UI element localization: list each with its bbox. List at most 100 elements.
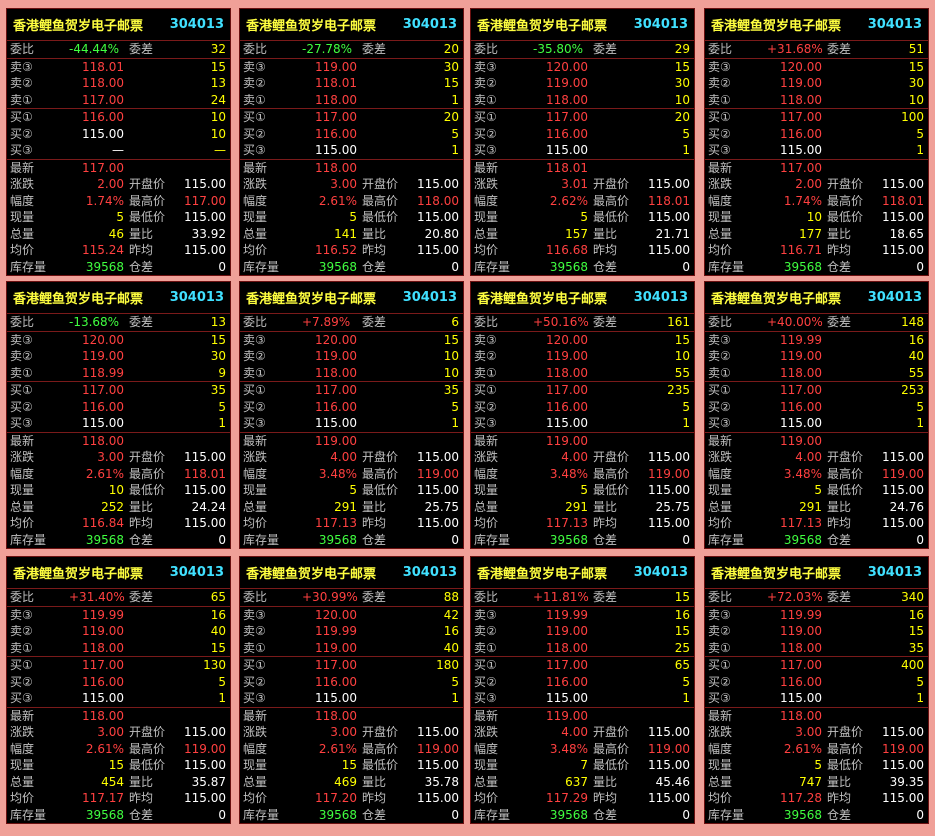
ask-row-3[interactable]: 卖③ 120.00 15 — [705, 59, 928, 76]
bid-row-3[interactable]: 买③ 115.00 1 — [240, 690, 463, 708]
quote-panel-3[interactable]: 香港鲤鱼贺岁电子邮票 304013 委比 -35.80% 委差 29 卖③ 12… — [470, 8, 695, 276]
ask-row-1[interactable]: 卖① 118.00 55 — [705, 365, 928, 382]
ask-3-volume: 42 — [443, 607, 459, 622]
bid-row-2[interactable]: 买② 116.00 5 — [705, 126, 928, 143]
ask-row-3[interactable]: 卖③ 119.99 16 — [705, 607, 928, 624]
ask-row-1[interactable]: 卖① 118.00 55 — [471, 365, 694, 382]
bid-row-3[interactable]: 买③ 115.00 1 — [705, 690, 928, 708]
ask-row-2[interactable]: 卖② 119.00 30 — [705, 75, 928, 92]
bid-row-3[interactable]: 买③ 115.00 1 — [240, 142, 463, 160]
ask-row-3[interactable]: 卖③ 119.99 16 — [705, 332, 928, 349]
ask-row-2[interactable]: 卖② 119.00 40 — [7, 623, 230, 640]
open-label: 开盘价 — [129, 450, 166, 464]
quote-panel-7[interactable]: 香港鲤鱼贺岁电子邮票 304013 委比 +50.16% 委差 161 卖③ 1… — [470, 281, 695, 549]
total-volume-row: 总量 469 量比 35.78 — [240, 774, 463, 791]
bid-row-3[interactable]: 买③ 115.00 1 — [471, 690, 694, 708]
ask-row-1[interactable]: 卖① 118.00 10 — [240, 365, 463, 382]
bid-row-2[interactable]: 买② 116.00 5 — [705, 399, 928, 416]
quote-panel-5[interactable]: 香港鲤鱼贺岁电子邮票 304013 委比 -13.68% 委差 13 卖③ 12… — [6, 281, 231, 549]
ask-row-3[interactable]: 卖③ 119.99 16 — [7, 607, 230, 624]
bid-row-2[interactable]: 买② 116.00 5 — [471, 126, 694, 143]
ask-row-2[interactable]: 卖② 119.00 10 — [471, 348, 694, 365]
bid-row-2[interactable]: 买② 116.00 5 — [240, 674, 463, 691]
ask-row-2[interactable]: 卖② 119.00 15 — [705, 623, 928, 640]
bid-row-1[interactable]: 买① 117.00 100 — [705, 109, 928, 126]
volume-ratio-value: 21.71 — [655, 226, 690, 241]
ask-row-2[interactable]: 卖② 119.00 30 — [7, 348, 230, 365]
bid-row-2[interactable]: 买② 116.00 5 — [7, 399, 230, 416]
current-volume-row: 现量 15 最低价 115.00 — [7, 757, 230, 774]
bid-row-2[interactable]: 买② 116.00 5 — [240, 126, 463, 143]
quote-panel-4[interactable]: 香港鲤鱼贺岁电子邮票 304013 委比 +31.68% 委差 51 卖③ 12… — [704, 8, 929, 276]
bid-row-1[interactable]: 买① 117.00 130 — [7, 657, 230, 674]
bid-row-3[interactable]: 买③ 115.00 1 — [7, 690, 230, 708]
ask-row-3[interactable]: 卖③ 119.99 16 — [471, 607, 694, 624]
quote-panel-1[interactable]: 香港鲤鱼贺岁电子邮票 304013 委比 -44.44% 委差 32 卖③ 11… — [6, 8, 231, 276]
bid-row-3[interactable]: 买③ 115.00 1 — [7, 415, 230, 433]
bid-row-3[interactable]: 买③ 115.00 1 — [705, 415, 928, 433]
ask-row-1[interactable]: 卖① 117.00 24 — [7, 92, 230, 109]
open-label: 开盘价 — [827, 450, 864, 464]
ask-row-1[interactable]: 卖① 118.99 9 — [7, 365, 230, 382]
bid-row-3[interactable]: 买③ 115.00 1 — [240, 415, 463, 433]
ask-row-3[interactable]: 卖③ 120.00 15 — [7, 332, 230, 349]
ask-row-2[interactable]: 卖② 118.01 15 — [240, 75, 463, 92]
bid-row-1[interactable]: 买① 117.00 253 — [705, 382, 928, 399]
ask-row-3[interactable]: 卖③ 120.00 42 — [240, 607, 463, 624]
high-value: 119.00 — [882, 466, 924, 481]
ask-row-2[interactable]: 卖② 119.00 30 — [471, 75, 694, 92]
ask-row-3[interactable]: 卖③ 120.00 15 — [471, 332, 694, 349]
quote-panel-11[interactable]: 香港鲤鱼贺岁电子邮票 304013 委比 +11.81% 委差 15 卖③ 11… — [470, 556, 695, 824]
ask-row-2[interactable]: 卖② 119.99 16 — [240, 623, 463, 640]
bid-row-2[interactable]: 买② 115.00 10 — [7, 126, 230, 143]
bid-3-volume: 1 — [451, 416, 459, 430]
bid-row-2[interactable]: 买② 116.00 5 — [705, 674, 928, 691]
bid-row-1[interactable]: 买① 117.00 35 — [240, 382, 463, 399]
bid-row-3[interactable]: 买③ 115.00 1 — [705, 142, 928, 160]
position-diff-value: 0 — [218, 532, 226, 547]
bid-row-2[interactable]: 买② 116.00 5 — [7, 674, 230, 691]
ask-2-price: 119.00 — [780, 76, 822, 90]
ask-row-1[interactable]: 卖① 118.00 10 — [705, 92, 928, 109]
bid-row-1[interactable]: 买① 116.00 10 — [7, 109, 230, 126]
ask-row-2[interactable]: 卖② 118.00 13 — [7, 75, 230, 92]
ask-row-2[interactable]: 卖② 119.00 15 — [471, 623, 694, 640]
ask-row-1[interactable]: 卖① 118.00 35 — [705, 640, 928, 657]
bid-row-1[interactable]: 买① 117.00 20 — [471, 109, 694, 126]
bid-row-3[interactable]: 买③ 115.00 1 — [471, 142, 694, 160]
bid-row-1[interactable]: 买① 117.00 180 — [240, 657, 463, 674]
stock-row: 库存量 39568 仓差 0 — [705, 532, 928, 549]
quote-panel-12[interactable]: 香港鲤鱼贺岁电子邮票 304013 委比 +72.03% 委差 340 卖③ 1… — [704, 556, 929, 824]
ask-row-1[interactable]: 卖① 118.00 25 — [471, 640, 694, 657]
ask-row-2[interactable]: 卖② 119.00 40 — [705, 348, 928, 365]
bid-row-1[interactable]: 买① 117.00 35 — [7, 382, 230, 399]
bid-row-2[interactable]: 买② 116.00 5 — [471, 674, 694, 691]
quote-panel-10[interactable]: 香港鲤鱼贺岁电子邮票 304013 委比 +30.99% 委差 88 卖③ 12… — [239, 556, 464, 824]
current-volume-row: 现量 5 最低价 115.00 — [471, 209, 694, 226]
ask-row-3[interactable]: 卖③ 120.00 15 — [471, 59, 694, 76]
ask-row-1[interactable]: 卖① 118.00 10 — [471, 92, 694, 109]
bid-row-1[interactable]: 买① 117.00 235 — [471, 382, 694, 399]
quote-panel-8[interactable]: 香港鲤鱼贺岁电子邮票 304013 委比 +40.00% 委差 148 卖③ 1… — [704, 281, 929, 549]
quote-panel-6[interactable]: 香港鲤鱼贺岁电子邮票 304013 委比 +7.89% 委差 6 卖③ 120.… — [239, 281, 464, 549]
quote-panel-9[interactable]: 香港鲤鱼贺岁电子邮票 304013 委比 +31.40% 委差 65 卖③ 11… — [6, 556, 231, 824]
bid-row-1[interactable]: 买① 117.00 20 — [240, 109, 463, 126]
bid-row-1[interactable]: 买① 117.00 400 — [705, 657, 928, 674]
bid-row-2[interactable]: 买② 116.00 5 — [240, 399, 463, 416]
volume-ratio-label: 量比 — [129, 774, 154, 789]
ask-row-1[interactable]: 卖① 118.00 1 — [240, 92, 463, 109]
last-price-row: 最新 118.00 — [240, 160, 463, 177]
bid-row-2[interactable]: 买② 116.00 5 — [471, 399, 694, 416]
ask-row-1[interactable]: 卖① 118.00 15 — [7, 640, 230, 657]
ask-row-3[interactable]: 卖③ 118.01 15 — [7, 59, 230, 76]
quote-panel-2[interactable]: 香港鲤鱼贺岁电子邮票 304013 委比 -27.78% 委差 20 卖③ 11… — [239, 8, 464, 276]
bid-row-3[interactable]: 买③ 115.00 1 — [471, 415, 694, 433]
ask-row-2[interactable]: 卖② 119.00 10 — [240, 348, 463, 365]
ask-row-3[interactable]: 卖③ 120.00 15 — [240, 332, 463, 349]
bid-row-3[interactable]: 买③ — — — [7, 142, 230, 160]
ask-row-3[interactable]: 卖③ 119.00 30 — [240, 59, 463, 76]
open-value: 115.00 — [417, 177, 459, 191]
bid-row-1[interactable]: 买① 117.00 65 — [471, 657, 694, 674]
change-row: 涨跌 4.00 开盘价 115.00 — [471, 724, 694, 741]
ask-row-1[interactable]: 卖① 119.00 40 — [240, 640, 463, 657]
